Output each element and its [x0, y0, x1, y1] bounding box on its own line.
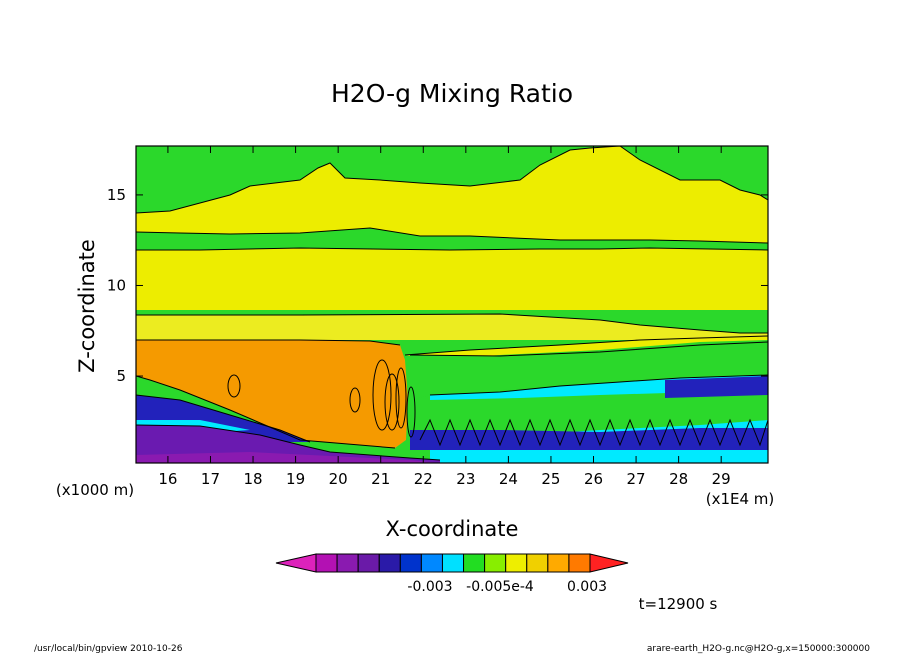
x-tick-label: 21 — [371, 470, 390, 488]
y-tick-label: 15 — [107, 186, 126, 204]
colorbar-segment — [505, 553, 528, 573]
x-axis: 16 17 18 19 20 21 22 23 24 25 26 27 28 29 — [158, 146, 731, 488]
colorbar-segment — [336, 553, 359, 573]
y-axis: 5 10 15 — [107, 186, 768, 385]
x-tick-label: 24 — [499, 470, 518, 488]
x-tick-label: 29 — [712, 470, 731, 488]
x-tick-label: 17 — [201, 470, 220, 488]
colorbar-segment — [315, 553, 338, 573]
y-axis-label: Z-coordinate — [75, 239, 99, 373]
x-tick-label: 19 — [286, 470, 305, 488]
colorbar-arrow-left — [275, 553, 317, 573]
time-label: t=12900 s — [639, 595, 718, 613]
colorbar-segment — [378, 553, 401, 573]
contour-lines — [136, 146, 768, 461]
y-tick-label: 10 — [107, 276, 126, 294]
band-right-green — [410, 342, 768, 400]
band-yellow-upper — [136, 146, 768, 310]
footer-right: arare-earth_H2O-g.nc@H2O-g,x=150000:3000… — [647, 644, 870, 654]
x-tick-label: 16 — [158, 470, 177, 488]
y-tick-label: 5 — [116, 367, 126, 385]
chart-title: H2O-g Mixing Ratio — [331, 79, 573, 108]
x-axis-label: X-coordinate — [386, 517, 519, 541]
plot-frame — [135, 145, 769, 464]
colorbar-segment — [547, 553, 570, 573]
band-light-yellow — [136, 314, 768, 340]
colorbar-label-2: 0.003 — [567, 579, 607, 595]
x-tick-label: 22 — [414, 470, 433, 488]
colorbar-segment — [441, 553, 465, 573]
colorbar-segment — [568, 553, 591, 573]
band-cyan-green-strip — [430, 391, 768, 438]
band-orange — [136, 340, 408, 448]
x-tick-label: 23 — [456, 470, 475, 488]
colorbar-segment — [484, 553, 507, 573]
band-magenta-bottom — [136, 452, 440, 463]
colorbar-segment — [526, 553, 549, 573]
colorbar-segment — [357, 553, 380, 573]
x-tick-label: 28 — [669, 470, 688, 488]
colorbar-segment — [463, 553, 486, 573]
x-tick-label: 25 — [541, 470, 560, 488]
x-tick-label: 26 — [584, 470, 603, 488]
colorbar-segment — [420, 553, 443, 573]
colorbar — [275, 553, 629, 573]
x-tick-label: 27 — [627, 470, 646, 488]
colorbar-segment — [399, 553, 422, 573]
colorbar-label-1: -0.005e-4 — [466, 579, 534, 595]
colorbar-arrow-right — [589, 553, 629, 573]
x-unit-left: (x1000 m) — [56, 481, 134, 499]
x-tick-label: 20 — [329, 470, 348, 488]
x-unit-right: (x1E4 m) — [706, 490, 775, 508]
colorbar-label-0: -0.003 — [407, 579, 452, 595]
band-blue — [136, 376, 768, 450]
x-tick-label: 18 — [243, 470, 262, 488]
band-upper-right — [405, 336, 768, 360]
footer-left: /usr/local/bin/gpview 2010-10-26 — [34, 644, 183, 654]
